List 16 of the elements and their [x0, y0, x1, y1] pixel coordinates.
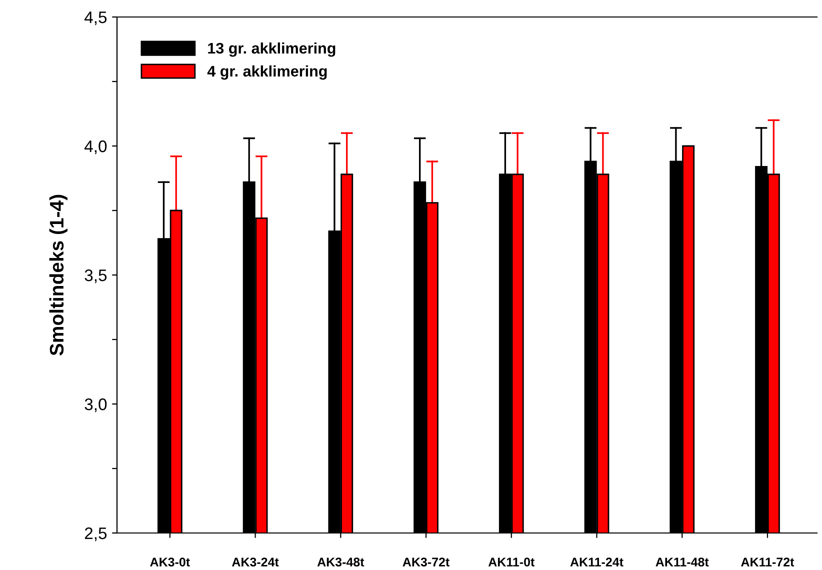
legend-label: 13 gr. akklimering	[208, 42, 336, 57]
x-tick-label: AK3-72t	[402, 558, 450, 567]
x-tick-label: AK11-48t	[656, 558, 709, 566]
y-tick-label: 4,0	[84, 140, 107, 154]
legend-label: 4 gr. akklimering	[207, 65, 327, 80]
y-tick-label: 4,5	[84, 12, 107, 26]
x-tick-label: AK3-48t	[317, 558, 364, 567]
x-tick-label: AK11-0t	[488, 558, 535, 566]
x-tick-label: AK3-24t	[232, 558, 279, 567]
y-tick-label: 2,5	[84, 527, 107, 542]
y-tick-label: 3,5	[84, 269, 107, 284]
y-axis-title: Smoltindeks (1-4)	[49, 194, 68, 356]
x-tick-label: AK11-72t	[741, 558, 794, 566]
y-tick-label: 3,0	[84, 398, 107, 412]
x-tick-label: AK3-0t	[150, 558, 190, 567]
x-tick-label: AK11-24t	[570, 558, 624, 566]
